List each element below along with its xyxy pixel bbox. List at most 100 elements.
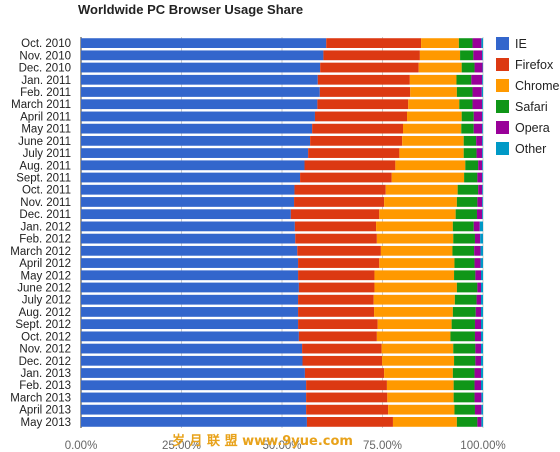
bar-segment-opera — [478, 184, 483, 195]
bar-segment-firefox — [317, 74, 410, 85]
bar-segment-safari — [452, 245, 475, 256]
bar-segment-opera — [477, 172, 483, 183]
category-label: Feb. 2013 — [19, 380, 71, 392]
bar-segment-other — [480, 294, 483, 305]
bar-segment-opera — [477, 197, 483, 207]
bar-segment-ie — [81, 99, 318, 110]
bar-segment-other — [480, 331, 483, 342]
bar-segment-opera — [472, 87, 482, 97]
bar-segment-ie — [81, 209, 291, 220]
bar-segment-ie — [81, 135, 311, 146]
category-label: Feb. 2012 — [19, 234, 71, 246]
category-label: Dec. 2012 — [19, 356, 71, 368]
bar-segment-opera — [471, 74, 483, 85]
bar-segment-safari — [452, 221, 474, 232]
bar-segment-ie — [81, 148, 309, 158]
category-label: Jan. 2012 — [20, 221, 71, 233]
bar-segment-opera — [475, 270, 481, 281]
bar-segment-ie — [81, 294, 299, 305]
legend-label-firefox: Firefox — [515, 58, 554, 72]
bar-segment-opera — [476, 135, 483, 146]
bar-segment-firefox — [306, 417, 393, 427]
bar-segment-other — [480, 319, 483, 330]
bar-segment-other — [481, 38, 483, 48]
bar-segment-chrome — [388, 404, 455, 415]
bar-segment-other — [482, 172, 483, 183]
category-label: March 2013 — [10, 392, 71, 404]
bar-segment-other — [482, 160, 483, 171]
bar-segment-safari — [457, 184, 479, 195]
bar-segment-safari — [453, 392, 475, 403]
bar-segment-other — [480, 355, 483, 366]
bar-segment-safari — [463, 135, 477, 146]
bar-segment-chrome — [373, 294, 455, 305]
category-label: Oct. 2010 — [21, 38, 71, 50]
bar-segment-chrome — [382, 355, 455, 366]
bar-segment-other — [482, 74, 483, 85]
bar-segment-chrome — [376, 233, 454, 244]
category-label: March 2012 — [10, 246, 71, 258]
bar-segment-other — [481, 87, 483, 97]
bar-segment-firefox — [298, 307, 375, 317]
bar-segment-opera — [473, 111, 483, 122]
bar-segment-firefox — [298, 294, 374, 305]
bar-segment-chrome — [379, 258, 455, 268]
bar-segment-chrome — [380, 245, 453, 256]
bar-segment-opera — [475, 343, 481, 354]
bar-segment-ie — [81, 111, 315, 122]
bar-segment-chrome — [374, 282, 457, 293]
bar-segment-firefox — [310, 135, 403, 146]
bar-segment-opera — [478, 160, 483, 171]
x-tick-label: 75.00% — [363, 440, 402, 452]
category-label: Nov. 2010 — [19, 50, 71, 62]
bar-segment-ie — [81, 380, 307, 391]
bar-segment-other — [481, 417, 483, 427]
x-tick-label: 50.00% — [262, 440, 301, 452]
bar-segment-chrome — [384, 368, 453, 378]
bar-segment-firefox — [323, 50, 420, 61]
bar-segment-chrome — [379, 209, 456, 220]
bar-segment-other — [481, 404, 483, 415]
bar-segment-other — [482, 209, 483, 220]
bar-segment-ie — [81, 258, 299, 268]
bar-segment-other — [480, 368, 483, 378]
bar-segment-firefox — [306, 404, 389, 415]
bar-segment-ie — [81, 172, 301, 183]
legend-swatch-opera — [496, 121, 509, 134]
bar-segment-opera — [474, 392, 482, 403]
bar-segment-safari — [461, 62, 475, 73]
category-label: May 2012 — [20, 270, 71, 282]
bar-segment-ie — [81, 368, 305, 378]
bar-segment-ie — [81, 245, 298, 256]
bar-segment-ie — [81, 343, 303, 354]
category-label: July 2012 — [22, 295, 71, 307]
bar-segment-safari — [454, 355, 476, 366]
bar-segment-other — [480, 380, 483, 391]
bar-segment-safari — [461, 111, 474, 122]
bar-segment-safari — [456, 87, 473, 97]
bar-segment-other — [480, 245, 483, 256]
bar-segment-opera — [477, 417, 482, 427]
bar-segment-chrome — [407, 111, 462, 122]
bar-segment-other — [480, 270, 483, 281]
category-label: July 2011 — [23, 148, 71, 160]
bar-segment-ie — [81, 184, 295, 195]
category-label: Dec. 2010 — [19, 63, 71, 75]
bar-segment-firefox — [308, 148, 400, 158]
bar-segment-other — [482, 135, 483, 146]
x-tick-label: 100.00% — [460, 440, 505, 452]
chart-title: Worldwide PC Browser Usage Share — [78, 2, 304, 17]
legend-swatch-safari — [496, 100, 509, 113]
bar-segment-chrome — [419, 50, 461, 61]
category-label: Oct. 2012 — [21, 331, 71, 343]
bar-segment-safari — [458, 38, 473, 48]
bar-segment-firefox — [298, 319, 378, 330]
category-label: Sept. 2011 — [16, 173, 71, 185]
bar-segment-other — [482, 111, 483, 122]
bar-segment-chrome — [374, 270, 455, 281]
bar-segment-ie — [81, 270, 299, 281]
category-label: Aug. 2011 — [19, 160, 71, 172]
bar-segment-firefox — [298, 258, 380, 268]
bar-segment-opera — [474, 319, 481, 330]
